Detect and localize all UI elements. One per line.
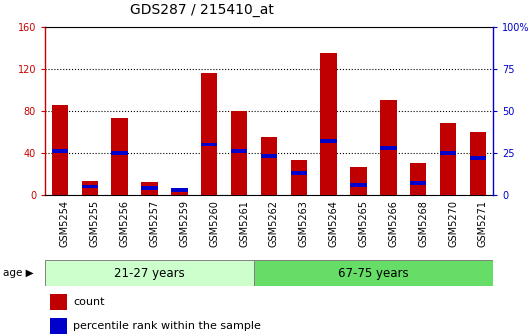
Text: percentile rank within the sample: percentile rank within the sample (73, 321, 261, 331)
Bar (52, 150, 68, 153)
Text: GSM5270: GSM5270 (448, 200, 458, 247)
Bar (410, 163, 427, 195)
Text: GSM5266: GSM5266 (388, 200, 399, 247)
Bar (142, 182, 158, 195)
Bar (171, 187, 188, 195)
Bar (380, 146, 396, 150)
Text: GDS287 / 215410_at: GDS287 / 215410_at (130, 3, 273, 17)
Text: GSM5265: GSM5265 (358, 200, 368, 247)
Bar (440, 124, 456, 195)
Bar (82, 181, 98, 195)
Bar (201, 143, 217, 146)
Bar (231, 150, 248, 153)
Bar (350, 183, 367, 186)
Text: GSM5254: GSM5254 (60, 200, 70, 247)
Bar (49, 294, 67, 310)
Text: GSM5271: GSM5271 (478, 200, 488, 247)
Text: GSM5255: GSM5255 (90, 200, 100, 247)
Bar (49, 318, 67, 334)
Text: 21-27 years: 21-27 years (114, 266, 185, 280)
Bar (470, 132, 486, 195)
Bar (171, 188, 188, 192)
Bar (470, 156, 486, 160)
Bar (321, 53, 337, 195)
Text: GSM5261: GSM5261 (239, 200, 249, 247)
Bar (254, 260, 493, 286)
Bar (82, 185, 98, 188)
Text: 67-75 years: 67-75 years (338, 266, 409, 280)
Text: GSM5257: GSM5257 (149, 200, 160, 247)
Bar (111, 118, 128, 195)
Bar (111, 151, 128, 155)
Bar (321, 139, 337, 143)
Bar (201, 73, 217, 195)
Bar (231, 111, 248, 195)
Text: age ▶: age ▶ (3, 268, 33, 278)
Text: GSM5259: GSM5259 (179, 200, 189, 247)
Bar (45, 260, 254, 286)
Bar (380, 100, 396, 195)
Bar (410, 181, 427, 185)
Text: count: count (73, 297, 105, 307)
Bar (52, 104, 68, 195)
Text: GSM5262: GSM5262 (269, 200, 279, 247)
Bar (290, 171, 307, 175)
Text: GSM5264: GSM5264 (329, 200, 339, 247)
Text: GSM5256: GSM5256 (120, 200, 130, 247)
Text: GSM5260: GSM5260 (209, 200, 219, 247)
Bar (142, 186, 158, 190)
Bar (261, 137, 277, 195)
Text: GSM5263: GSM5263 (299, 200, 309, 247)
Bar (290, 160, 307, 195)
Text: GSM5268: GSM5268 (418, 200, 428, 247)
Bar (440, 151, 456, 155)
Bar (350, 167, 367, 195)
Bar (261, 155, 277, 158)
